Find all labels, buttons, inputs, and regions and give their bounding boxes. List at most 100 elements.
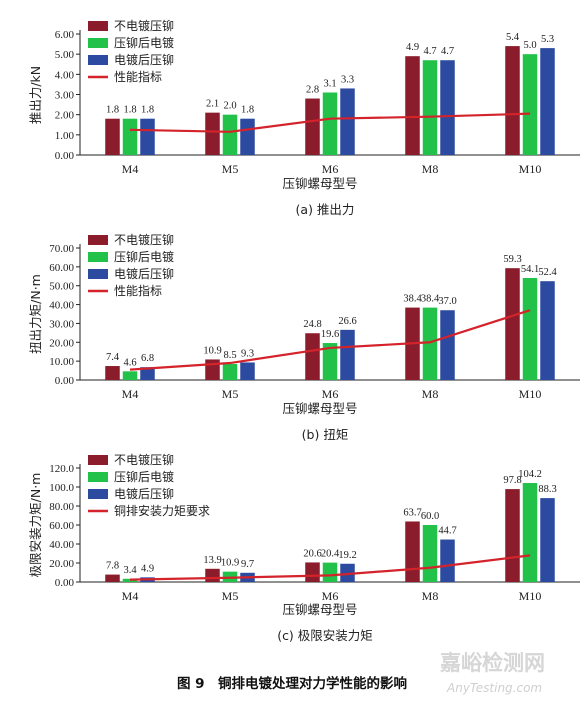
data-label: 60.0 (421, 511, 439, 522)
bar (205, 359, 220, 380)
line-series (129, 309, 531, 371)
data-label: 4.7 (441, 46, 454, 57)
x-tick-label: M6 (322, 162, 339, 176)
data-label: 9.3 (241, 348, 254, 359)
data-label: 63.7 (403, 507, 421, 518)
y-tick-label: 60.00 (49, 262, 74, 274)
legend-label: 压铆后电镀 (114, 35, 174, 50)
data-label: 3.4 (123, 565, 137, 576)
chart-panels: 0.00 1.00 2.00 3.00 4.00 5.00 6.00 1.8 2.1 2.8 4.9… (28, 18, 580, 643)
bar (540, 281, 555, 380)
legend-label: 不电镀压铆 (114, 232, 174, 247)
x-tick-label: M8 (422, 589, 439, 603)
bar (322, 343, 338, 380)
bar (422, 60, 438, 155)
x-axis-title: 压铆螺母型号 (282, 176, 357, 191)
data-label: 88.3 (538, 484, 556, 495)
x-tick-label: M5 (222, 387, 239, 401)
data-label: 54.1 (521, 264, 539, 275)
bar (505, 268, 520, 380)
data-label: 4.6 (123, 357, 136, 368)
bar (405, 56, 420, 155)
bar (240, 362, 255, 380)
bar (440, 539, 455, 582)
data-label: 10.9 (221, 558, 239, 569)
bar (340, 329, 355, 380)
data-label: 3.3 (341, 74, 354, 85)
data-label: 2.8 (306, 85, 319, 96)
y-tick-label: 10.00 (49, 356, 74, 368)
legend-label: 电镀后压铆 (114, 266, 174, 281)
data-label: 13.9 (203, 555, 221, 566)
data-label: 1.8 (106, 105, 119, 116)
data-label: 59.3 (503, 254, 521, 265)
data-label: 52.4 (538, 267, 557, 278)
legend-swatch (88, 489, 108, 499)
legend-swatch (88, 235, 108, 245)
x-tick-label: M6 (322, 589, 339, 603)
y-tick-label: 1.00 (55, 130, 75, 142)
legend-swatch (88, 269, 108, 279)
bar (240, 118, 255, 155)
data-label: 44.7 (438, 526, 456, 537)
x-tick-label: M8 (422, 387, 439, 401)
bar (522, 54, 538, 155)
bar (122, 371, 138, 380)
bar (205, 112, 220, 155)
y-tick-label: 5.00 (55, 49, 75, 61)
chart-panel: 0.00 1.00 2.00 3.00 4.00 5.00 6.00 1.8 2.1 2.8 4.9… (28, 18, 580, 217)
y-tick-label: 0.00 (55, 577, 75, 589)
legend-label: 不电镀压铆 (114, 452, 174, 467)
y-tick-label: 40.00 (49, 539, 74, 551)
x-tick-label: M8 (422, 162, 439, 176)
y-tick-label: 30.00 (49, 318, 74, 330)
y-axis-title: 推出力/kN (28, 66, 43, 124)
y-tick-label: 100.0 (49, 482, 74, 494)
bar (322, 562, 338, 582)
data-label: 6.8 (141, 353, 154, 364)
bar (222, 114, 238, 155)
legend-swatch (88, 252, 108, 262)
y-tick-label: 6.00 (55, 29, 75, 41)
subcaption: (c) 极限安装力矩 (277, 628, 373, 643)
data-label: 1.8 (241, 105, 254, 116)
bar (305, 562, 320, 582)
bar (305, 98, 320, 155)
figure-caption: 图 9 铜排电镀处理对力学性能的影响 (177, 675, 407, 692)
subcaption: (b) 扭矩 (302, 427, 349, 442)
y-tick-label: 60.00 (49, 520, 74, 532)
bar (522, 483, 538, 582)
bar (140, 367, 155, 380)
data-label: 2.1 (206, 99, 219, 110)
bar (440, 310, 455, 380)
line-series (129, 554, 531, 581)
x-tick-label: M10 (519, 162, 542, 176)
data-label: 3.1 (323, 78, 336, 89)
bar (105, 574, 120, 582)
legend-label: 性能指标 (114, 69, 162, 84)
data-label: 20.6 (303, 548, 321, 559)
y-tick-label: 2.00 (55, 110, 75, 122)
data-label: 38.4 (421, 294, 440, 305)
watermark: 嘉峪检测网 AnyTesting.com (440, 651, 545, 695)
y-tick-label: 20.00 (49, 558, 74, 570)
data-label: 24.8 (303, 319, 321, 330)
bar (340, 563, 355, 582)
data-label: 20.4 (321, 549, 340, 560)
data-label: 9.7 (241, 559, 254, 570)
bar (540, 48, 555, 155)
legend-swatch (88, 21, 108, 31)
x-axis-title: 压铆螺母型号 (282, 401, 357, 416)
data-label: 38.4 (403, 294, 422, 305)
y-tick-label: 50.00 (49, 281, 74, 293)
x-tick-label: M10 (519, 387, 542, 401)
legend-label: 电镀后压铆 (114, 486, 174, 501)
legend-label: 性能指标 (114, 283, 162, 298)
legend-label: 压铆后电镀 (114, 469, 174, 484)
bar (540, 498, 555, 582)
y-tick-label: 20.00 (49, 337, 74, 349)
data-label: 2.0 (223, 101, 236, 112)
